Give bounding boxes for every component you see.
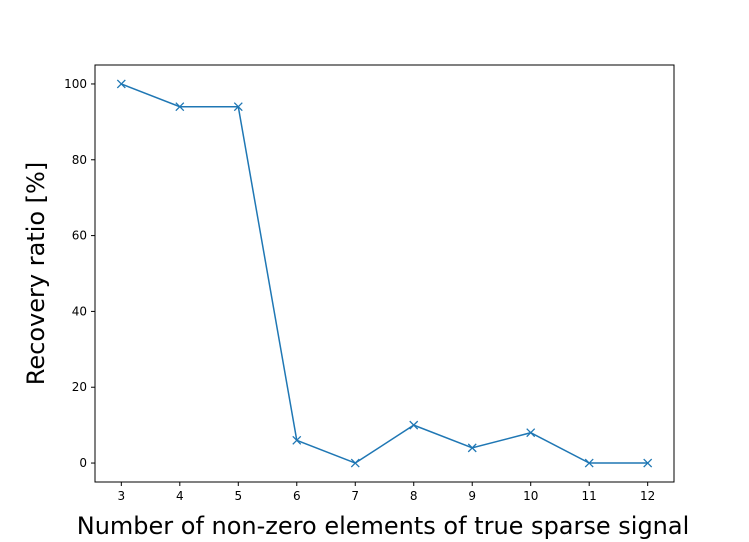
x-tick-label: 6 [293, 489, 301, 503]
series-layer [116, 79, 653, 468]
x-tick-label: 5 [234, 489, 242, 503]
y-tick-label: 40 [72, 304, 87, 318]
data-point-marker [350, 458, 360, 468]
y-axis-label: Recovery ratio [%] [22, 162, 50, 385]
data-point-marker [643, 458, 653, 468]
axes-frame [94, 64, 675, 483]
x-axis-ticks: 3 4 5 6 7 8 9 10 11 12 [117, 482, 655, 503]
x-tick-label: 8 [410, 489, 418, 503]
y-tick-label: 0 [79, 456, 87, 470]
x-tick-label: 10 [523, 489, 538, 503]
y-tick-label: 100 [64, 77, 87, 91]
data-point-marker [409, 420, 419, 430]
x-tick-label: 11 [582, 489, 597, 503]
data-point-marker [175, 102, 185, 112]
y-tick-label: 20 [72, 380, 87, 394]
data-point-marker [233, 102, 243, 112]
x-axis-label: Number of non-zero elements of true spar… [77, 512, 690, 540]
data-point-marker [467, 443, 477, 453]
data-point-marker [526, 428, 536, 438]
data-point-marker [584, 458, 594, 468]
series-line [121, 83, 648, 464]
x-tick-label: 4 [176, 489, 184, 503]
y-axis-ticks: 0 20 40 60 80 100 [64, 77, 95, 470]
x-tick-label: 9 [468, 489, 476, 503]
x-tick-label: 12 [640, 489, 655, 503]
x-tick-label: 7 [351, 489, 359, 503]
data-point-marker [292, 435, 302, 445]
y-tick-label: 80 [72, 153, 87, 167]
y-tick-label: 60 [72, 229, 87, 243]
data-point-marker [116, 79, 126, 89]
x-tick-label: 3 [117, 489, 125, 503]
